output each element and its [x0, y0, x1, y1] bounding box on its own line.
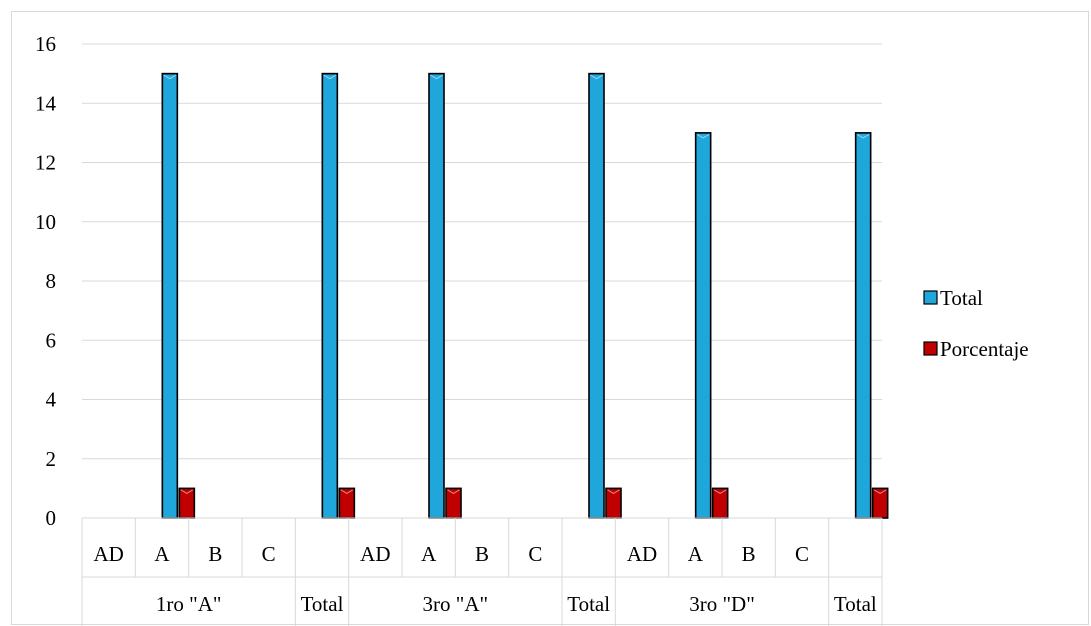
- bar-bevel: [856, 133, 870, 139]
- bar-bevel: [430, 74, 443, 80]
- x-tick-label: AD: [360, 542, 390, 566]
- x-tick-label: B: [742, 542, 756, 566]
- bar-total: [854, 132, 872, 519]
- y-tick-label: 0: [46, 506, 57, 530]
- group-label: 3ro "A": [423, 592, 489, 616]
- bar-bevel: [340, 489, 354, 494]
- bar-total: [161, 72, 179, 519]
- y-tick-label: 2: [46, 447, 57, 471]
- x-tick-label: C: [262, 542, 276, 566]
- group-label: 1ro "A": [156, 592, 222, 616]
- y-tick-label: 12: [35, 151, 56, 175]
- group-label: Total: [567, 592, 610, 616]
- group-label: Total: [301, 592, 344, 616]
- bar-total: [321, 72, 339, 519]
- bar-bevel: [713, 489, 727, 494]
- legend-swatch-porcentaje: [923, 341, 938, 356]
- bar-bevel: [323, 74, 337, 80]
- bar-bevel: [873, 489, 887, 494]
- bar-bevel: [696, 133, 710, 139]
- x-tick-label: B: [475, 542, 489, 566]
- y-tick-label: 8: [46, 269, 57, 293]
- x-tick-label: A: [421, 542, 437, 566]
- y-tick-label: 4: [46, 388, 57, 412]
- legend-label-porcentaje: Porcentaje: [940, 337, 1029, 361]
- x-tick-label: A: [688, 542, 704, 566]
- bar-bevel: [163, 74, 177, 80]
- y-tick-label: 6: [46, 328, 57, 352]
- bar-bevel: [607, 489, 620, 494]
- x-tick-label: B: [208, 542, 222, 566]
- legend-label-total: Total: [940, 286, 983, 310]
- x-tick-label: C: [795, 542, 809, 566]
- x-tick-label: AD: [93, 542, 123, 566]
- group-label: 3ro "D": [689, 592, 755, 616]
- x-tick-label: A: [154, 542, 170, 566]
- bar-bevel: [447, 489, 460, 494]
- y-tick-label: 10: [35, 210, 56, 234]
- legend-swatch-total: [923, 290, 938, 305]
- chart-frame: [11, 11, 1089, 625]
- bar-total: [588, 72, 605, 519]
- bar-total: [694, 132, 712, 519]
- y-tick-label: 16: [35, 32, 56, 56]
- x-tick-label: C: [528, 542, 542, 566]
- bar-bevel: [180, 489, 194, 494]
- y-tick-label: 14: [35, 91, 57, 115]
- group-label: Total: [834, 592, 877, 616]
- x-tick-label: AD: [627, 542, 657, 566]
- bar-bevel: [590, 74, 603, 80]
- bar-total: [428, 72, 445, 519]
